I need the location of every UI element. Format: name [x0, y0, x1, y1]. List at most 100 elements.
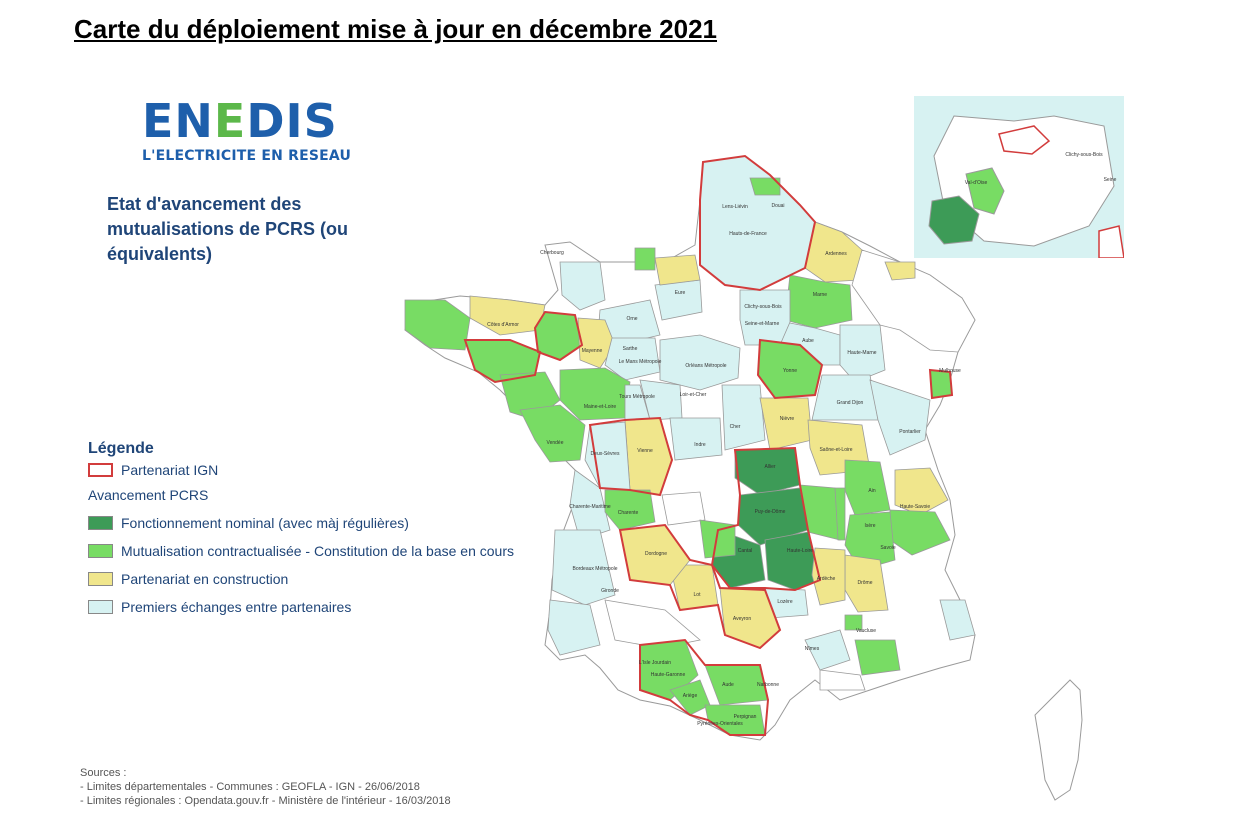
inset-ign-zone: [998, 125, 1051, 155]
legend-label: Mutualisation contractualisée - Constitu…: [121, 543, 514, 559]
place-label: Loir-et-Cher: [680, 392, 707, 398]
department-pyrenees-orientales: [704, 704, 766, 736]
place-label: Mulhouse: [939, 368, 961, 374]
place-label: Lozère: [777, 599, 793, 605]
place-label: Gironde: [601, 588, 619, 594]
place-label: Yonne: [783, 368, 797, 374]
legend-label: Partenariat IGN: [121, 462, 219, 478]
place-label: Cher: [730, 424, 741, 430]
place-label: Marne: [813, 292, 827, 298]
sources-title: Sources :: [80, 767, 127, 779]
place-label: Aube: [802, 338, 814, 344]
department-haut-rhin: [929, 369, 953, 399]
place-label: Indre: [694, 442, 706, 448]
ign-partnership-morbihan: [463, 339, 542, 384]
place-label: Tours Métropole: [619, 394, 655, 400]
legend-swatch-nominal: [88, 516, 113, 530]
ign-partnership-vienne: [588, 416, 674, 497]
place-label: Savoie: [880, 545, 896, 551]
department-sarthe: [604, 337, 661, 381]
place-label: Dordogne: [645, 551, 667, 557]
page-title: Carte du déploiement mise à jour en déce…: [74, 14, 718, 44]
legend-item-construction: Partenariat en construction: [88, 565, 558, 593]
department-loiret-center: [659, 334, 741, 391]
place-label: Aveyron: [733, 616, 751, 622]
inset-ign-zone-2: [1098, 225, 1124, 258]
sources-line-2: - Limites régionales : Opendata.gouv.fr …: [80, 795, 451, 807]
inset-label: Val-d'Oise: [965, 180, 988, 186]
place-label: Orne: [626, 316, 637, 322]
legend-subtitle: Avancement PCRS: [88, 487, 209, 503]
place-label: Ardennes: [825, 251, 847, 257]
ign-partnership-hauts-de-france: [699, 154, 817, 292]
department-vendee: [519, 404, 586, 463]
place-label: Ariège: [683, 693, 698, 699]
place-label: Lot: [694, 592, 702, 598]
ign-partnership-occitanie-south: [639, 638, 770, 736]
department-normandie-west: [559, 261, 606, 311]
sources: Sources : - Limites départementales - Co…: [80, 766, 451, 808]
place-label: Vienne: [637, 448, 653, 454]
place-label: Le Mans Métropole: [619, 359, 662, 365]
place-label: Aude: [722, 682, 734, 688]
department-var: [854, 639, 901, 676]
corsica: [1034, 679, 1083, 801]
ign-partnership-yonne: [756, 338, 824, 400]
department-cher: [721, 384, 766, 451]
place-label: Douai: [771, 203, 784, 209]
place-label: Mayenne: [582, 348, 603, 354]
department-ain: [844, 459, 891, 516]
inset-label: Clichy-sous-Bois: [1065, 152, 1103, 158]
place-label: Sarthe: [623, 346, 638, 352]
legend-swatch-construction: [88, 572, 113, 586]
department-ile-de-france: [739, 289, 791, 346]
legend-item-exchanges: Premiers échanges entre partenaires: [88, 593, 558, 621]
ign-partnership-mulhouse: [928, 368, 954, 400]
department-correze: [699, 519, 736, 559]
place-label: Isère: [864, 523, 875, 529]
place-label: Eure: [675, 290, 686, 296]
logo-wordmark: ENEDIS: [142, 94, 338, 148]
place-label: Vendée: [547, 440, 564, 446]
inset-contractual-zone: [965, 167, 1005, 215]
department-seine-maritime: [654, 254, 701, 286]
place-label: Pyrénées-Orientales: [697, 721, 743, 727]
legend-label: Partenariat en construction: [121, 571, 289, 587]
place-label: Cantal: [738, 548, 752, 554]
place-label: Puy-de-Dôme: [755, 509, 786, 515]
place-label: Cherbourg: [540, 250, 564, 256]
sources-line-1: - Limites départementales - Communes : G…: [80, 781, 420, 793]
place-label: Seine-et-Marne: [745, 321, 780, 327]
inset-nominal-zone: [928, 195, 980, 245]
department-nord-east-patch: [749, 177, 781, 196]
place-label: Nîmes: [805, 646, 820, 652]
place-label: Narbonne: [757, 682, 779, 688]
department-haute-savoie: [894, 467, 949, 516]
department-lorraine-east: [851, 249, 976, 353]
place-label: Clichy-sous-Bois: [744, 304, 782, 310]
department-alpes-maritimes: [939, 599, 976, 641]
department-vaucluse-dot: [844, 614, 863, 631]
place-label: Hauts-de-France: [729, 231, 767, 237]
department-gard-vaucluse: [804, 629, 851, 671]
ign-partnership-auvergne: [710, 446, 822, 592]
place-label: Deux-Sèvres: [591, 451, 620, 457]
department-haute-vienne: [661, 491, 706, 526]
logo-tagline: L'ELECTRICITE EN RESEAU: [142, 148, 352, 164]
department-gironde: [551, 529, 616, 606]
department-vosges-patch: [884, 261, 916, 281]
legend-label: Fonctionnement nominal (avec màj réguliè…: [121, 515, 409, 531]
department-calvados-patch: [634, 247, 656, 271]
place-label: Côtes d'Armor: [487, 322, 519, 328]
place-label: Lens-Liévin: [722, 204, 748, 210]
place-label: Pontarlier: [899, 429, 921, 435]
place-label: Vaucluse: [856, 628, 876, 634]
ign-partnership-dordogne-lot-aveyron: [618, 523, 782, 650]
map-legend: Légende Partenariat IGN Avancement PCRS …: [88, 440, 558, 621]
department-finistere: [404, 299, 471, 351]
place-label: Drôme: [857, 580, 872, 586]
legend-swatch-exchanges: [88, 600, 113, 614]
place-label: Bordeaux Métropole: [572, 566, 617, 572]
department-ardeche: [811, 547, 846, 606]
